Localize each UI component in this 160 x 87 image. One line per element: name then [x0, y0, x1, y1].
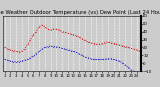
Title: Milwaukee Weather Outdoor Temperature (vs) Dew Point (Last 24 Hours): Milwaukee Weather Outdoor Temperature (v…: [0, 10, 160, 15]
